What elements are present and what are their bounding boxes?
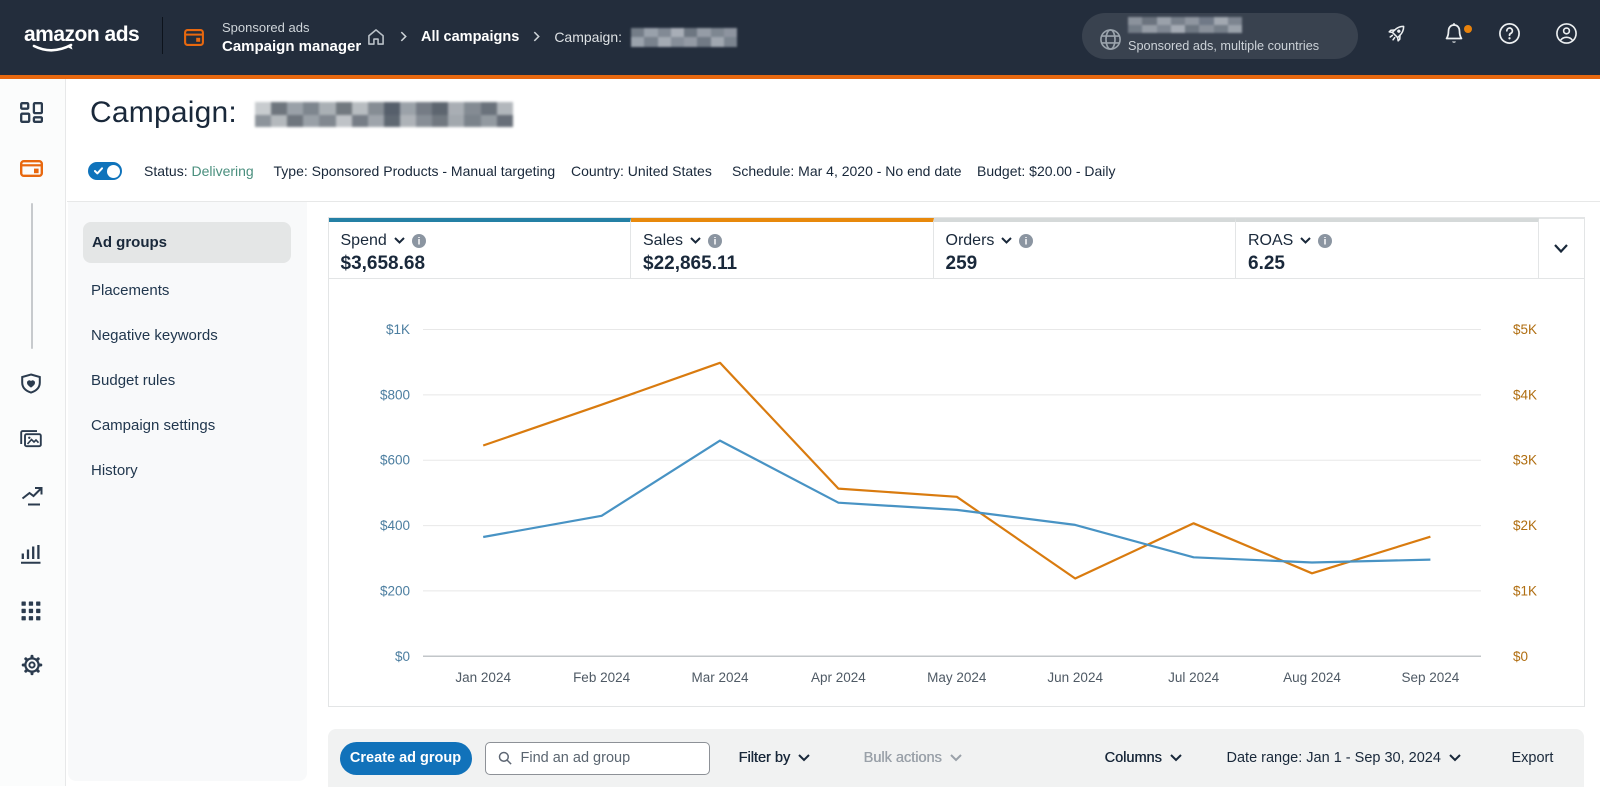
svg-text:amazon ads: amazon ads	[24, 23, 139, 46]
svg-text:$0: $0	[394, 648, 409, 663]
svg-text:i: i	[1324, 236, 1327, 247]
svg-text:May 2024: May 2024	[927, 670, 987, 685]
svg-text:Sep 2024: Sep 2024	[1401, 670, 1459, 685]
svg-text:$0: $0	[1513, 648, 1528, 663]
svg-text:Feb 2024: Feb 2024	[573, 670, 631, 685]
svg-text:$800: $800	[379, 387, 409, 402]
svg-text:Aug 2024: Aug 2024	[1283, 670, 1341, 685]
svg-text:$1K: $1K	[1513, 583, 1537, 598]
svg-text:i: i	[1025, 236, 1028, 247]
svg-text:$3K: $3K	[1513, 452, 1537, 467]
svg-text:$5K: $5K	[1513, 322, 1537, 337]
svg-text:$4K: $4K	[1513, 387, 1537, 402]
svg-text:Jan 2024: Jan 2024	[455, 670, 511, 685]
svg-text:i: i	[417, 236, 420, 247]
svg-text:Apr 2024: Apr 2024	[811, 670, 866, 685]
svg-text:$2K: $2K	[1513, 518, 1537, 533]
svg-text:Mar 2024: Mar 2024	[691, 670, 749, 685]
svg-text:i: i	[714, 236, 717, 247]
svg-text:$1K: $1K	[385, 322, 409, 337]
svg-text:$400: $400	[379, 518, 409, 533]
svg-text:Jul 2024: Jul 2024	[1168, 670, 1220, 685]
svg-text:Jun 2024: Jun 2024	[1047, 670, 1103, 685]
svg-text:$200: $200	[379, 583, 409, 598]
svg-text:$600: $600	[379, 452, 409, 467]
